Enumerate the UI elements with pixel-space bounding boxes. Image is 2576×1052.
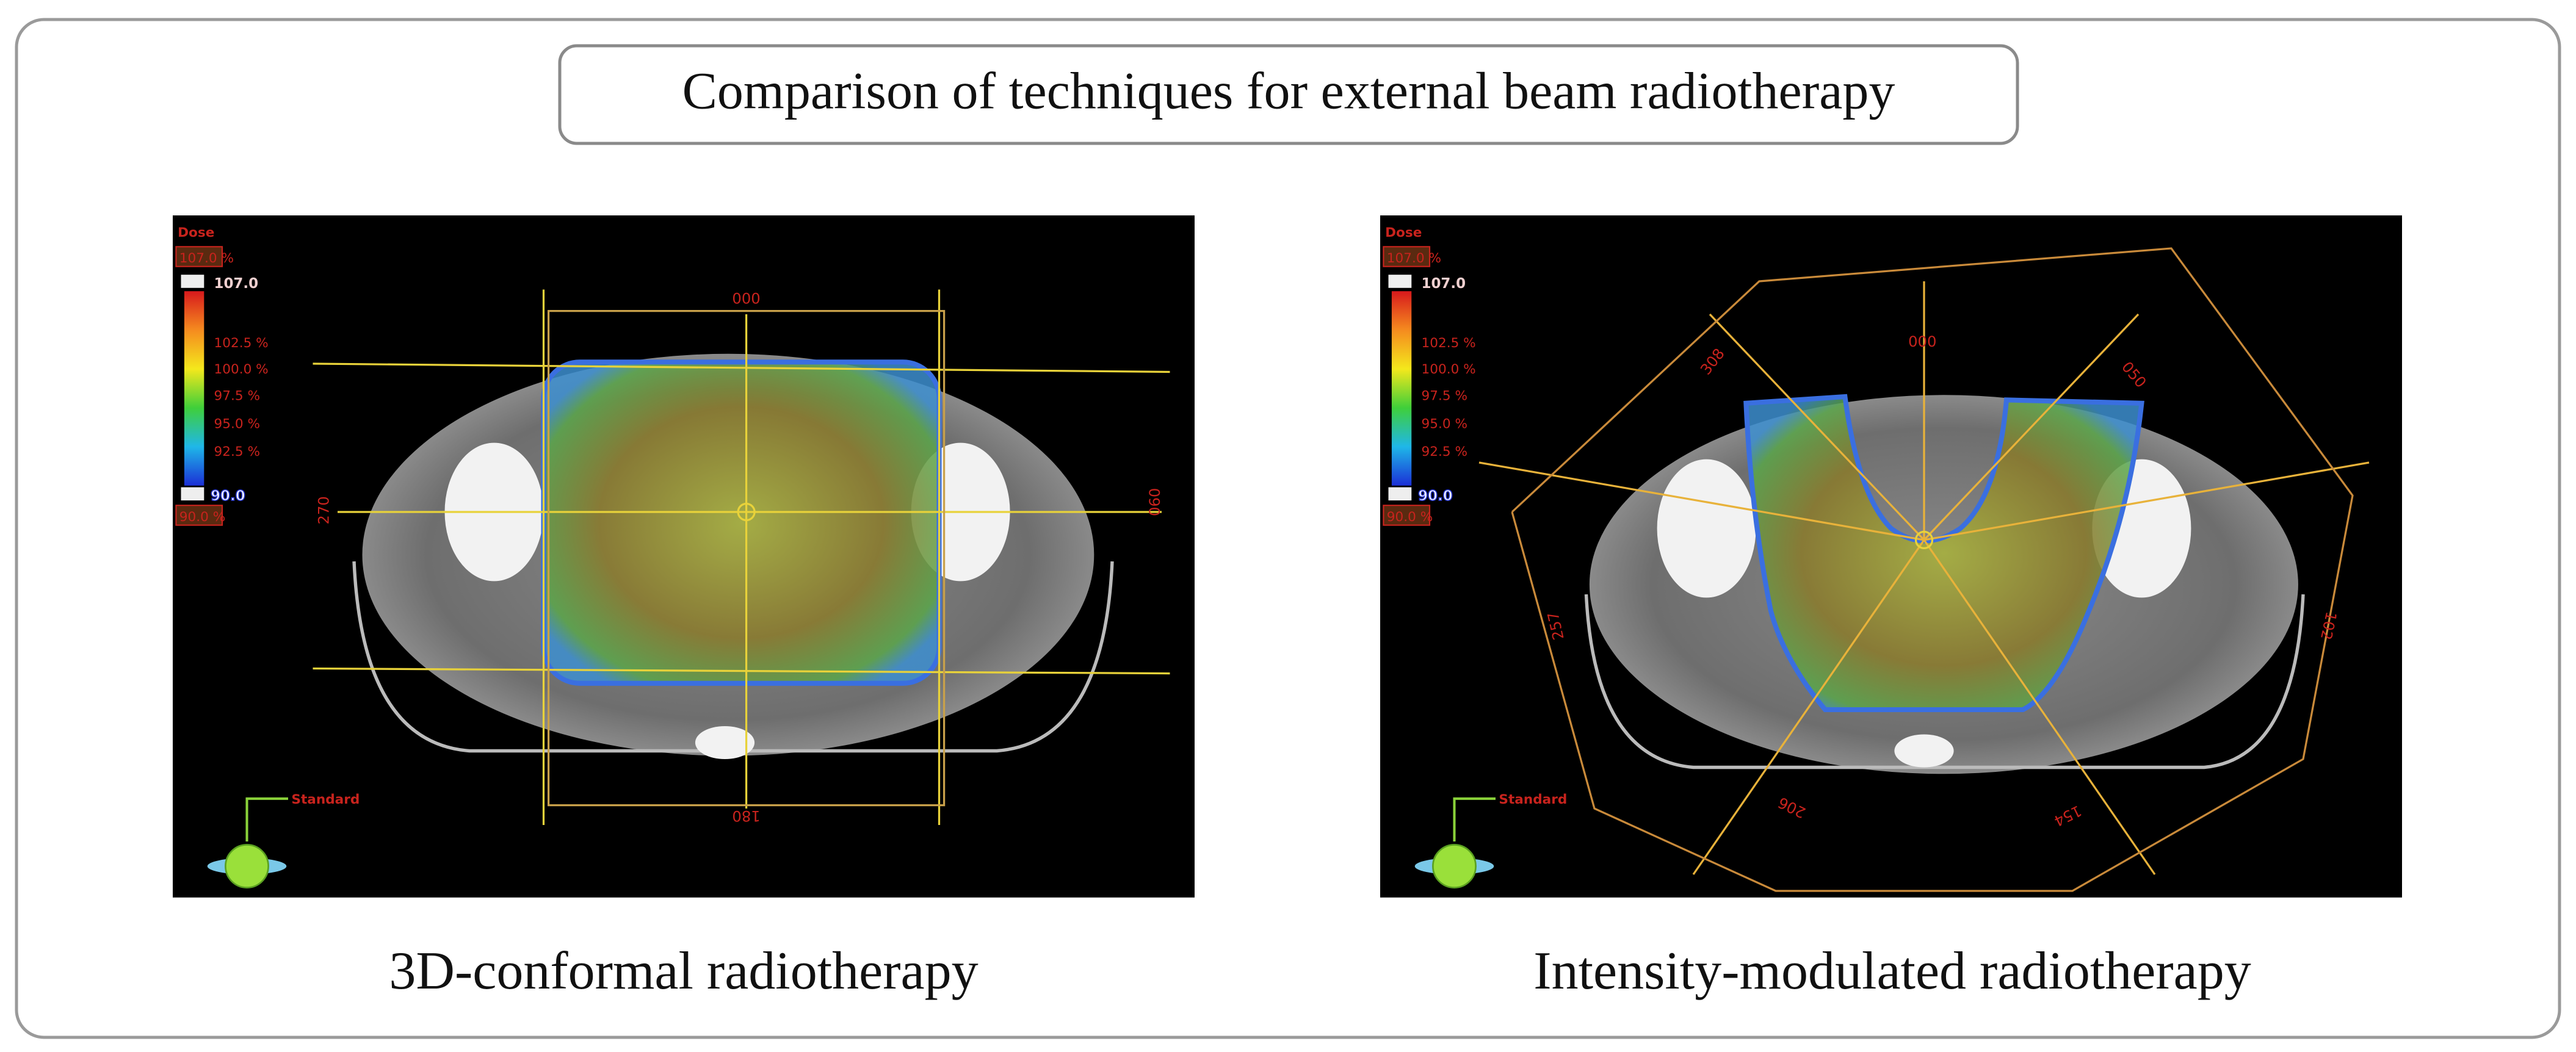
view-label: Standard bbox=[1499, 792, 1567, 807]
couch bbox=[1584, 594, 2305, 769]
dose-max: 107.0 bbox=[214, 276, 259, 292]
dose-top-box bbox=[1383, 246, 1431, 267]
dose-title: Dose bbox=[178, 225, 214, 240]
colorbar bbox=[184, 291, 204, 486]
title-box bbox=[558, 44, 2019, 145]
dose-min: 90.0 bbox=[211, 488, 245, 504]
dose-bottom-value: 90.0 % bbox=[1387, 510, 1433, 525]
caption: 3D-conformal radiotherapy bbox=[389, 942, 978, 1001]
dose-bottom-box bbox=[175, 505, 223, 526]
gantry-angle: 270 bbox=[314, 496, 332, 524]
gantry-angle: 000 bbox=[1908, 333, 1936, 350]
dose-level: 97.5 % bbox=[214, 388, 260, 403]
dose-min-button bbox=[181, 487, 204, 501]
dose-level: 92.5 % bbox=[214, 444, 260, 459]
dose-region bbox=[1743, 394, 2144, 713]
dose-region bbox=[541, 359, 942, 686]
dose-max: 107.0 bbox=[1422, 276, 1466, 292]
sacrum bbox=[1894, 734, 1954, 768]
title: Comparison of techniques for external be… bbox=[682, 62, 1895, 120]
caption: Intensity-modulated radiotherapy bbox=[1533, 942, 2251, 1001]
dose-min-button bbox=[1388, 487, 1412, 501]
beams bbox=[313, 289, 1170, 826]
view-icon bbox=[225, 844, 269, 888]
dose-level: 102.5 % bbox=[214, 336, 269, 351]
view-connector bbox=[1453, 797, 1496, 842]
view-icon bbox=[1432, 844, 1477, 888]
sacrum bbox=[695, 726, 755, 759]
gantry-angle: 000 bbox=[732, 290, 760, 308]
dose-level: 95.0 % bbox=[1422, 416, 1467, 431]
panel-3d-crt: Dose 107.0 % 107.0 102.5 % 100.0 % 97.5 % 95.0… bbox=[173, 215, 1195, 898]
view-label: Standard bbox=[291, 792, 360, 807]
dose-max-button bbox=[181, 275, 204, 288]
gantry-angle: 090 bbox=[1146, 488, 1163, 516]
dose-level: 92.5 % bbox=[1422, 444, 1467, 459]
dose-top-box bbox=[175, 246, 223, 267]
dose-level: 102.5 % bbox=[1422, 336, 1476, 351]
dose-level: 100.0 % bbox=[214, 362, 269, 377]
dose-top-value: 107.0 % bbox=[1387, 251, 1441, 266]
gantry-angle: 180 bbox=[732, 807, 760, 825]
dose-bottom-box bbox=[1383, 505, 1431, 526]
dose-bottom-value: 90.0 % bbox=[179, 510, 225, 525]
dose-title: Dose bbox=[1385, 225, 1422, 240]
dose-level: 97.5 % bbox=[1422, 388, 1467, 403]
dose-top-value: 107.0 % bbox=[179, 251, 234, 266]
panel-imrt: Dose 107.0 % 107.0 102.5 % 100.0 % 97.5 % 95.0… bbox=[1380, 215, 2402, 898]
beams bbox=[1478, 247, 2370, 892]
femoral-head bbox=[1657, 459, 1756, 598]
view-connector bbox=[245, 797, 289, 842]
dose-max-button bbox=[1388, 275, 1412, 288]
dose-min: 90.0 bbox=[1418, 488, 1453, 504]
dose-level: 100.0 % bbox=[1422, 362, 1476, 377]
dose-level: 95.0 % bbox=[214, 416, 260, 431]
colorbar bbox=[1391, 291, 1412, 486]
